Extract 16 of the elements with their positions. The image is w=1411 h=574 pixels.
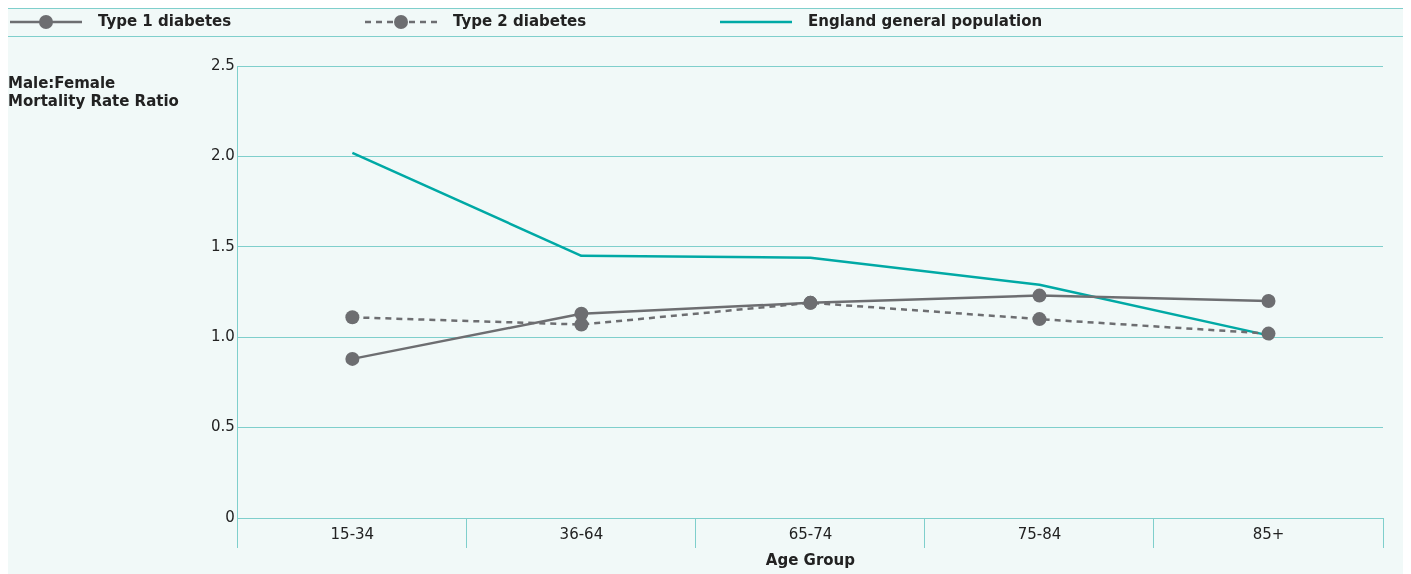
x-tick-label: 65-74 — [788, 524, 833, 543]
y-tick-label: 0.5 — [211, 417, 235, 436]
x-tick-label: 36-64 — [559, 524, 604, 543]
y-tick-label: 1.5 — [211, 236, 235, 255]
y-tick-label: 2.5 — [211, 55, 235, 74]
y-tick-label: 1.0 — [211, 327, 235, 346]
y-tick-label: 0 — [225, 507, 235, 526]
legend-label: Type 2 diabetes — [453, 11, 587, 30]
x-axis-title: Age Group — [765, 550, 856, 569]
legend-label: England general population — [808, 11, 1043, 30]
legend-label: Type 1 diabetes — [98, 11, 232, 30]
y-tick-label: 2.0 — [211, 146, 235, 165]
x-tick-label: 75-84 — [1017, 524, 1062, 543]
x-tick-label: 85+ — [1252, 524, 1285, 543]
x-tick-label: 15-34 — [330, 524, 375, 543]
y-axis-title: Male:Female Mortality Rate Ratio — [8, 74, 180, 110]
